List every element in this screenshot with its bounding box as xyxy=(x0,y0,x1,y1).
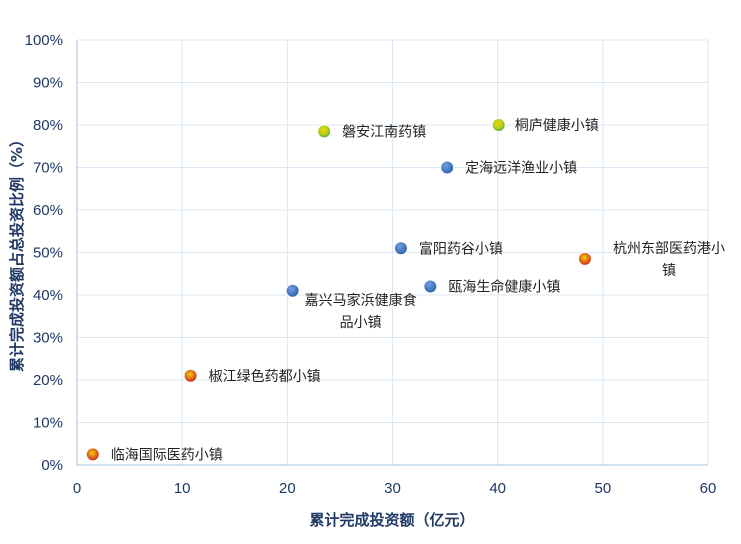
tick-labels: 0% 10% 20% 30% 40% 50% 60% 70% 80% 90% 100% 0 10 20 30… xyxy=(25,32,717,497)
y-tick-label: 60% xyxy=(33,202,63,219)
y-axis-title: 累计完成投资额占总投资比例（%） xyxy=(8,132,26,372)
y-tick-label: 80% xyxy=(33,117,63,134)
y-tick-label: 70% xyxy=(33,160,63,177)
scatter-point xyxy=(183,368,198,383)
x-tick-label: 40 xyxy=(489,480,506,497)
x-tick-label: 10 xyxy=(174,480,191,497)
y-tick-label: 40% xyxy=(33,287,63,304)
y-tick-label: 0% xyxy=(41,457,63,474)
scatter-point xyxy=(423,279,438,294)
gridlines xyxy=(77,39,709,465)
point-label: 临海国际医药小镇 xyxy=(111,447,223,463)
scatter-point xyxy=(393,241,408,256)
point-label: 杭州东部医药港小镇 xyxy=(613,241,725,279)
scatter-point xyxy=(491,118,506,132)
y-tick-label: 100% xyxy=(25,32,63,49)
point-label: 椒江绿色药都小镇 xyxy=(209,368,321,385)
x-tick-label: 20 xyxy=(279,480,296,497)
point-label: 磐安江南药镇 xyxy=(342,124,426,140)
axes xyxy=(76,40,708,466)
data-points xyxy=(85,118,592,462)
scatter-point xyxy=(85,447,100,462)
y-tick-label: 90% xyxy=(33,75,63,92)
x-tick-label: 30 xyxy=(384,480,401,497)
point-labels: 临海国际医药小镇 椒江绿色药都小镇 嘉兴马家浜健康食品小镇 磐安江南药镇富阳药谷小镇瓯… xyxy=(111,117,725,463)
y-tick-label: 30% xyxy=(33,330,63,347)
point-label: 富阳药谷小镇 xyxy=(419,240,503,257)
x-tick-label: 50 xyxy=(594,480,611,497)
point-label: 定海远洋渔业小镇 xyxy=(465,161,577,177)
scatter-point xyxy=(317,124,332,139)
scatter-point xyxy=(577,251,592,266)
point-label: 瓯海生命健康小镇 xyxy=(448,279,560,296)
scatter-point xyxy=(285,283,300,298)
scatter-point xyxy=(440,160,455,175)
x-tick-label: 0 xyxy=(73,480,81,497)
y-tick-label: 10% xyxy=(33,415,63,432)
y-tick-label: 20% xyxy=(33,372,63,389)
point-label: 桐庐健康小镇 xyxy=(515,117,599,134)
x-axis-title: 累计完成投资额（亿元） xyxy=(309,511,474,529)
x-tick-label: 60 xyxy=(700,480,717,497)
y-tick-label: 50% xyxy=(33,245,63,262)
point-label: 嘉兴马家浜健康食品小镇 xyxy=(305,292,417,331)
